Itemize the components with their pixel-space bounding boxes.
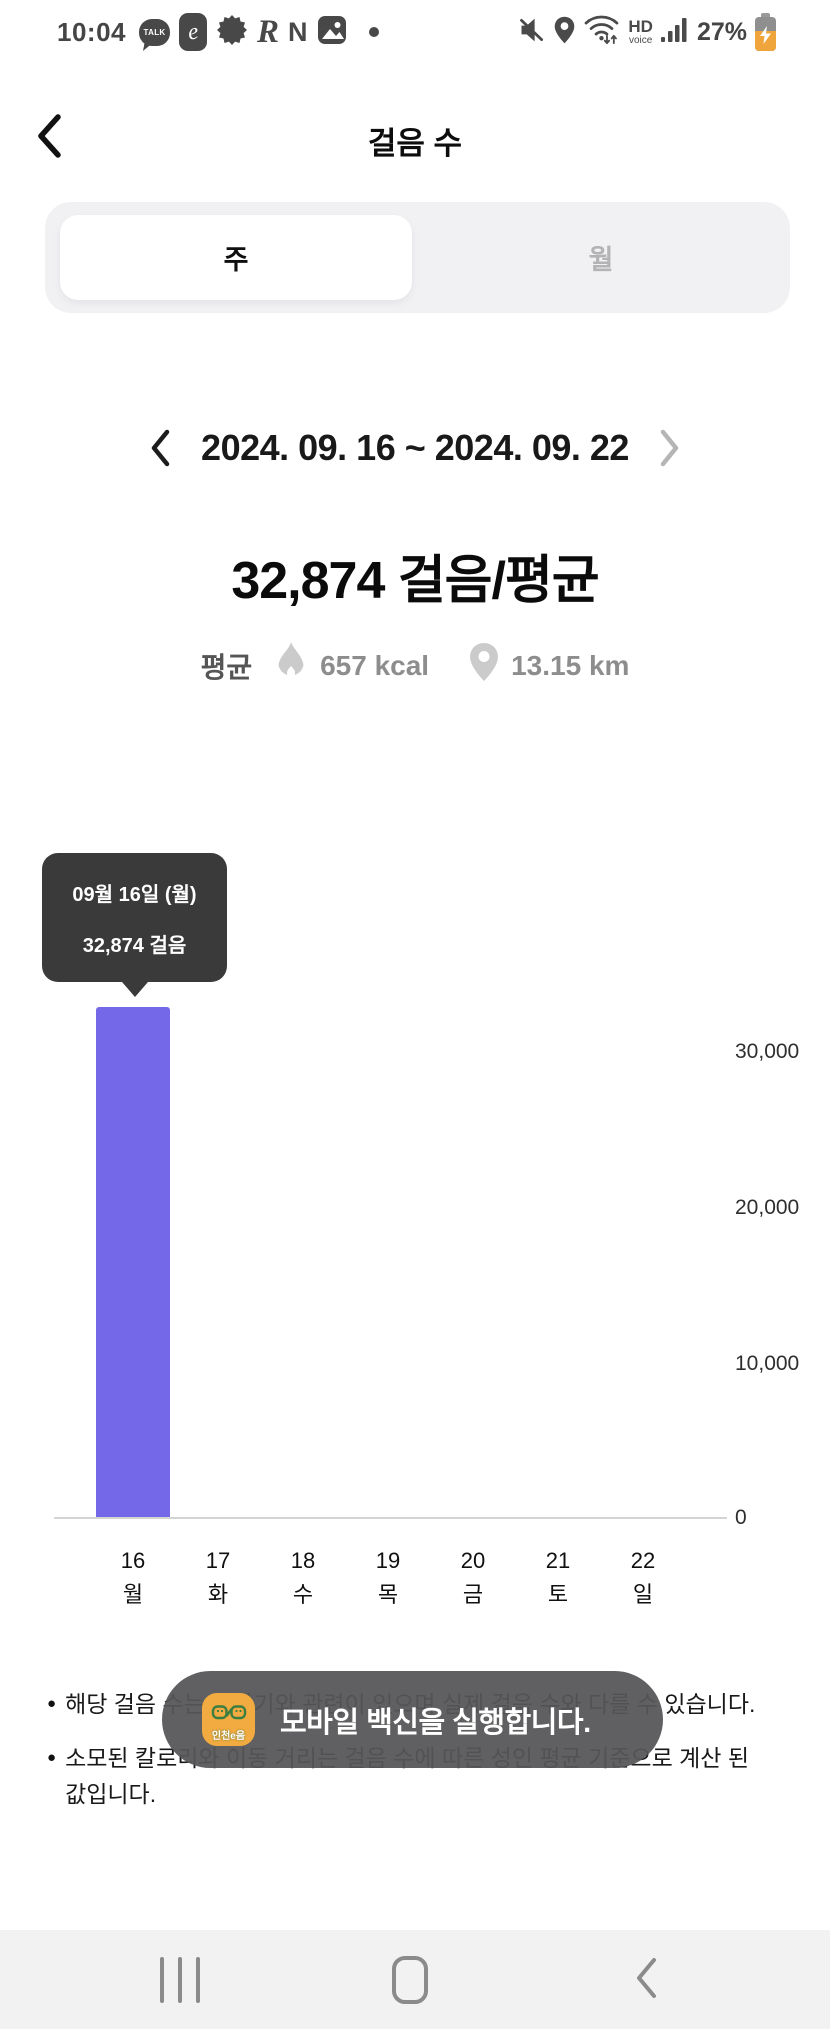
battery-charging-icon [755, 13, 776, 51]
clock: 10:04 [57, 16, 126, 47]
status-bar-left: 10:04 TALK e R N [57, 13, 379, 51]
flame-icon [274, 641, 308, 690]
calories-value: 657 kcal [320, 649, 430, 681]
prev-week-button[interactable] [149, 429, 171, 467]
y-tick-10000: 10,000 [735, 1352, 800, 1375]
kakaotalk-notification-icon: TALK [139, 18, 170, 46]
steps-average-value: 32,874 [231, 552, 385, 610]
tooltip-date: 09월 16일 (월) [72, 883, 197, 906]
r-app-notification-icon: R [257, 13, 280, 50]
tab-month[interactable]: 월 [412, 202, 790, 313]
distance-value: 13.15 km [511, 649, 630, 681]
back-button[interactable] [28, 112, 68, 160]
toast-message: 모바일 백신을 실행합니다. [280, 1706, 591, 1739]
eum-app-icon: 인천e음 [202, 1693, 255, 1746]
recents-button[interactable] [154, 1930, 206, 2029]
hd-voice-indicator: HD voice [628, 17, 653, 46]
x-label-day-19[interactable]: 19 목 [375, 1548, 401, 1607]
system-navbar [0, 1930, 830, 2029]
bullet-icon: ● [47, 1695, 57, 1712]
page-title: 걸음 수 [367, 126, 463, 161]
home-icon [392, 1955, 428, 2004]
vaccine-toast: 인천e음 모바일 백신을 실행합니다. [162, 1671, 663, 1768]
battery-percent: 27% [696, 17, 747, 46]
distance-pin-icon [469, 642, 499, 689]
mute-icon [518, 16, 546, 49]
y-tick-20000: 20,000 [735, 1196, 800, 1219]
chart-tooltip: 09월 16일 (월) 32,874 걸음 [42, 853, 227, 982]
x-label-day-16[interactable]: 16 월 [120, 1548, 146, 1607]
eum-app-label: 인천e음 [211, 1731, 246, 1742]
steps-chart: 09월 16일 (월) 32,874 걸음 30,000 20,000 10,0… [0, 840, 830, 1640]
x-label-day-20[interactable]: 20 금 [460, 1548, 486, 1607]
home-button[interactable] [386, 1930, 434, 2029]
gallery-notification-icon [317, 15, 347, 50]
footnote-line: 값입니다. [65, 1781, 157, 1807]
badge-seal-icon [216, 14, 248, 51]
date-navigation: 2024. 09. 16 ~ 2024. 09. 22 [0, 420, 830, 476]
recents-icon [160, 1956, 200, 2003]
date-range-label: 2024. 09. 16 ~ 2024. 09. 22 [201, 427, 629, 468]
tab-week[interactable] [60, 215, 412, 300]
x-label-day-21[interactable]: 21 토 [545, 1548, 571, 1607]
x-label-day-18[interactable]: 18 수 [290, 1548, 316, 1607]
notification-dot-icon [368, 27, 379, 37]
naver-notification-icon: N [288, 16, 308, 47]
location-icon [554, 16, 575, 49]
back-chevron-icon [33, 114, 63, 163]
next-week-button[interactable] [659, 429, 681, 467]
nav-back-chevron-icon [634, 1957, 658, 2002]
eum-notification-icon: e [179, 13, 207, 51]
y-tick-0: 0 [735, 1506, 747, 1529]
status-bar-right: HD voice 27% [518, 13, 776, 51]
x-axis-line [54, 1517, 727, 1519]
bullet-icon: ● [47, 1749, 57, 1766]
x-label-day-17[interactable]: 17 화 [205, 1548, 231, 1607]
nav-back-button[interactable] [628, 1930, 664, 2029]
steps-average-unit: 걸음/평균 [397, 552, 600, 610]
steps-average-headline: 32,874 걸음/평균 [0, 538, 830, 613]
bar-day-16[interactable] [96, 1007, 170, 1517]
tooltip-value: 32,874 걸음 [82, 934, 187, 957]
average-stats-row: 평균 657 kcal 13.15 km [0, 641, 830, 690]
period-segmented-control: 주 월 [45, 202, 790, 313]
status-bar: 10:04 TALK e R N [0, 0, 830, 64]
signal-strength-icon [660, 16, 689, 48]
tab-week-label: 주 [223, 245, 249, 275]
wifi-icon [583, 14, 620, 50]
x-label-day-22[interactable]: 22 일 [630, 1548, 656, 1607]
y-tick-30000: 30,000 [735, 1040, 800, 1063]
average-label: 평균 [200, 651, 253, 683]
